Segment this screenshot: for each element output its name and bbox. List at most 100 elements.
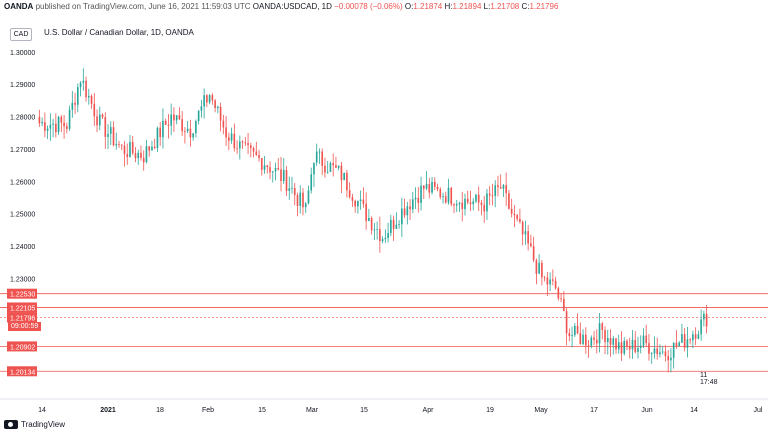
candle-body bbox=[606, 337, 609, 343]
chart-area[interactable]: 1.30000 1.29000 1.28000 1.27000 1.26000 1.250… bbox=[0, 14, 768, 414]
candle-body bbox=[645, 335, 648, 344]
candle-body bbox=[236, 148, 238, 150]
level-label-box bbox=[7, 366, 37, 377]
candle-body bbox=[604, 330, 606, 343]
candle-body bbox=[247, 143, 249, 146]
candle-body bbox=[365, 203, 367, 222]
candle-body bbox=[324, 165, 326, 173]
candle-body bbox=[642, 335, 645, 346]
candle-body bbox=[101, 114, 104, 118]
symbol: OANDA:USDCAD, 1D bbox=[252, 2, 332, 11]
candle-body bbox=[107, 133, 109, 137]
y-tick-label: 1.29000 bbox=[10, 82, 35, 89]
candle-body bbox=[447, 187, 450, 203]
candle-body bbox=[653, 348, 656, 354]
candle-body bbox=[584, 334, 587, 346]
candle-body bbox=[469, 202, 472, 205]
candle-body bbox=[598, 323, 601, 344]
event-badges[interactable]: 11 17:48 bbox=[700, 372, 718, 386]
candle-body bbox=[335, 165, 337, 168]
chart-header: OANDA published on TradingView.com, June… bbox=[4, 2, 558, 11]
candle-body bbox=[464, 198, 466, 209]
candle-body bbox=[387, 233, 389, 238]
candle-body bbox=[60, 116, 63, 123]
candle-body bbox=[123, 145, 126, 155]
candle-body bbox=[697, 334, 700, 339]
candle-body bbox=[626, 340, 628, 347]
candle-body bbox=[368, 217, 370, 222]
countdown-timer: 09:00:59 bbox=[8, 322, 42, 332]
candle-body bbox=[222, 120, 225, 128]
candle-body bbox=[98, 114, 101, 126]
candle-body bbox=[362, 199, 365, 204]
candle-body bbox=[173, 114, 175, 121]
candle-body bbox=[126, 154, 129, 157]
candle-body bbox=[557, 288, 560, 299]
candle-body bbox=[346, 172, 348, 191]
y-tick-label: 1.26000 bbox=[10, 179, 35, 186]
candle-body bbox=[44, 122, 46, 131]
candle-body bbox=[420, 185, 422, 203]
candle-body bbox=[57, 116, 60, 133]
candle-body bbox=[244, 142, 247, 144]
candle-body bbox=[214, 100, 216, 109]
candle-body bbox=[675, 342, 678, 347]
x-tick-label: 2021 bbox=[100, 407, 116, 414]
candle-body bbox=[502, 185, 505, 189]
y-tick-label: 1.27000 bbox=[10, 147, 35, 154]
candle-body bbox=[488, 193, 491, 196]
currency-button[interactable]: CAD bbox=[10, 28, 32, 41]
candle-body bbox=[425, 183, 428, 189]
candle-body bbox=[167, 124, 170, 126]
x-tick-label: 19 bbox=[486, 407, 494, 414]
candle-body bbox=[302, 192, 304, 208]
candle-body bbox=[162, 120, 164, 138]
o-label: O: bbox=[404, 2, 414, 11]
x-tick-label: 15 bbox=[360, 407, 368, 414]
candle-body bbox=[299, 192, 302, 206]
candle-body bbox=[428, 183, 431, 193]
candle-body bbox=[565, 311, 568, 334]
candle-body bbox=[392, 219, 395, 229]
candle-body bbox=[159, 127, 162, 138]
candle-body bbox=[554, 280, 557, 289]
candle-body bbox=[612, 338, 615, 345]
candle-body bbox=[521, 221, 524, 235]
candle-body bbox=[258, 155, 260, 159]
candle-body bbox=[433, 181, 436, 187]
candlestick-chart[interactable]: 1.30000 1.29000 1.28000 1.27000 1.26000 1.250… bbox=[0, 14, 768, 414]
candle-body bbox=[370, 217, 373, 231]
candle-body bbox=[203, 95, 205, 107]
candle-body bbox=[461, 202, 464, 209]
candle-body bbox=[617, 342, 620, 350]
candle-body bbox=[582, 334, 584, 344]
candle-body bbox=[700, 319, 702, 335]
candle-body bbox=[274, 168, 277, 172]
candle-body bbox=[692, 334, 694, 341]
candle-body bbox=[472, 201, 475, 205]
candle-body bbox=[269, 167, 271, 173]
candle-body bbox=[524, 231, 527, 235]
candle-body bbox=[576, 325, 579, 334]
candle-body bbox=[178, 115, 181, 120]
candle-body bbox=[444, 196, 447, 203]
candle-body bbox=[494, 185, 497, 196]
candle-body bbox=[411, 199, 414, 210]
candle-body bbox=[373, 229, 376, 231]
candle-body bbox=[68, 109, 71, 129]
candle-body bbox=[189, 128, 192, 138]
candle-body bbox=[401, 208, 403, 225]
candle-body bbox=[233, 133, 236, 149]
event-badge-bottom: 17:48 bbox=[700, 379, 718, 386]
candle-body bbox=[137, 152, 140, 159]
candle-body bbox=[390, 219, 392, 234]
candle-body bbox=[90, 95, 93, 104]
candle-body bbox=[52, 123, 54, 125]
x-tick-label: Jul bbox=[754, 407, 763, 414]
candle-body bbox=[491, 195, 494, 197]
footer-brand: TradingView bbox=[21, 420, 66, 429]
candle-body bbox=[211, 95, 214, 101]
candle-body bbox=[145, 146, 148, 163]
y-tick-label: 1.24000 bbox=[10, 244, 35, 251]
x-tick-label: Apr bbox=[423, 407, 435, 414]
